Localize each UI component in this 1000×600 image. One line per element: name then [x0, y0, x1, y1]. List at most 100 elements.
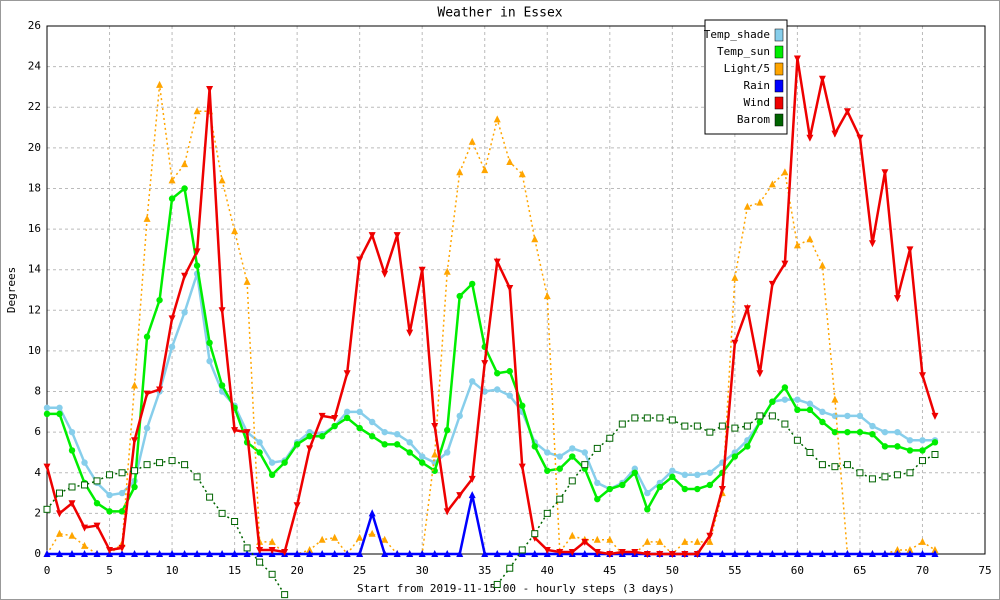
point: [68, 500, 76, 508]
point: [293, 502, 301, 510]
point: [819, 408, 826, 416]
point: [131, 467, 139, 475]
point: [56, 410, 63, 418]
point: [918, 550, 926, 557]
point: [606, 434, 614, 442]
point: [93, 550, 101, 557]
point: [656, 537, 664, 545]
point: [781, 384, 789, 391]
point: [618, 548, 626, 556]
point: [68, 531, 76, 539]
point: [881, 550, 889, 557]
point: [894, 428, 901, 436]
y-tick-label: 20: [28, 141, 41, 154]
point: [893, 545, 901, 553]
point: [393, 550, 401, 557]
point: [631, 548, 639, 556]
x-tick-label: 30: [416, 564, 429, 577]
legend-label: Temp_shade: [704, 28, 770, 41]
point: [156, 459, 164, 467]
point: [143, 390, 151, 398]
point: [218, 176, 226, 184]
point: [931, 439, 939, 446]
point: [756, 198, 764, 206]
y-tick-label: 4: [34, 466, 41, 479]
point: [206, 85, 214, 93]
point: [168, 550, 176, 557]
point: [769, 398, 776, 405]
point: [794, 406, 801, 414]
point: [206, 493, 214, 501]
point: [444, 449, 451, 456]
point: [681, 471, 689, 478]
point: [106, 546, 114, 554]
point: [506, 564, 514, 572]
point: [193, 262, 201, 269]
point: [781, 420, 789, 428]
x-tick-label: 60: [791, 564, 804, 577]
point: [168, 315, 176, 323]
point: [368, 232, 376, 240]
point: [131, 483, 138, 491]
x-tick-label: 50: [666, 564, 679, 577]
point: [56, 529, 64, 537]
point: [381, 441, 388, 448]
point: [143, 550, 151, 557]
point: [768, 280, 776, 288]
point: [581, 538, 589, 546]
point: [481, 388, 488, 395]
point: [918, 372, 926, 380]
point: [231, 518, 239, 526]
point: [256, 558, 264, 566]
point: [831, 130, 839, 138]
point: [881, 443, 889, 450]
point: [631, 414, 639, 422]
x-tick-label: 45: [603, 564, 616, 577]
point: [856, 469, 864, 477]
point: [93, 500, 101, 507]
point: [531, 550, 539, 557]
y-tick-label: 26: [28, 19, 41, 32]
point: [256, 546, 264, 554]
point: [918, 537, 926, 545]
point: [68, 428, 76, 436]
point: [581, 461, 589, 469]
legend-swatch: [774, 62, 784, 76]
point: [81, 524, 89, 532]
point: [919, 437, 926, 444]
point: [606, 551, 614, 558]
point: [93, 477, 101, 485]
point: [481, 550, 489, 557]
point: [268, 570, 276, 578]
point: [531, 235, 539, 243]
point: [368, 529, 376, 537]
point: [868, 550, 876, 557]
point: [518, 170, 526, 178]
legend-swatch: [774, 113, 784, 127]
x-tick-label: 75: [978, 564, 991, 577]
point: [68, 483, 76, 491]
point: [281, 548, 289, 556]
y-tick-label: 2: [34, 506, 41, 519]
point: [844, 412, 851, 420]
point: [794, 396, 801, 403]
point: [706, 550, 714, 557]
point: [443, 267, 451, 275]
point: [806, 235, 814, 243]
point: [656, 551, 664, 558]
point: [243, 550, 251, 557]
point: [743, 305, 751, 313]
point: [818, 461, 826, 469]
point: [456, 412, 463, 420]
point: [694, 485, 701, 493]
point: [368, 418, 376, 426]
point: [243, 277, 251, 285]
point: [881, 428, 889, 436]
series-line: [45, 58, 937, 556]
point: [781, 168, 789, 176]
chart-title: Weather in Essex: [437, 6, 562, 21]
point: [906, 545, 914, 553]
point: [456, 168, 464, 176]
point: [218, 382, 226, 389]
